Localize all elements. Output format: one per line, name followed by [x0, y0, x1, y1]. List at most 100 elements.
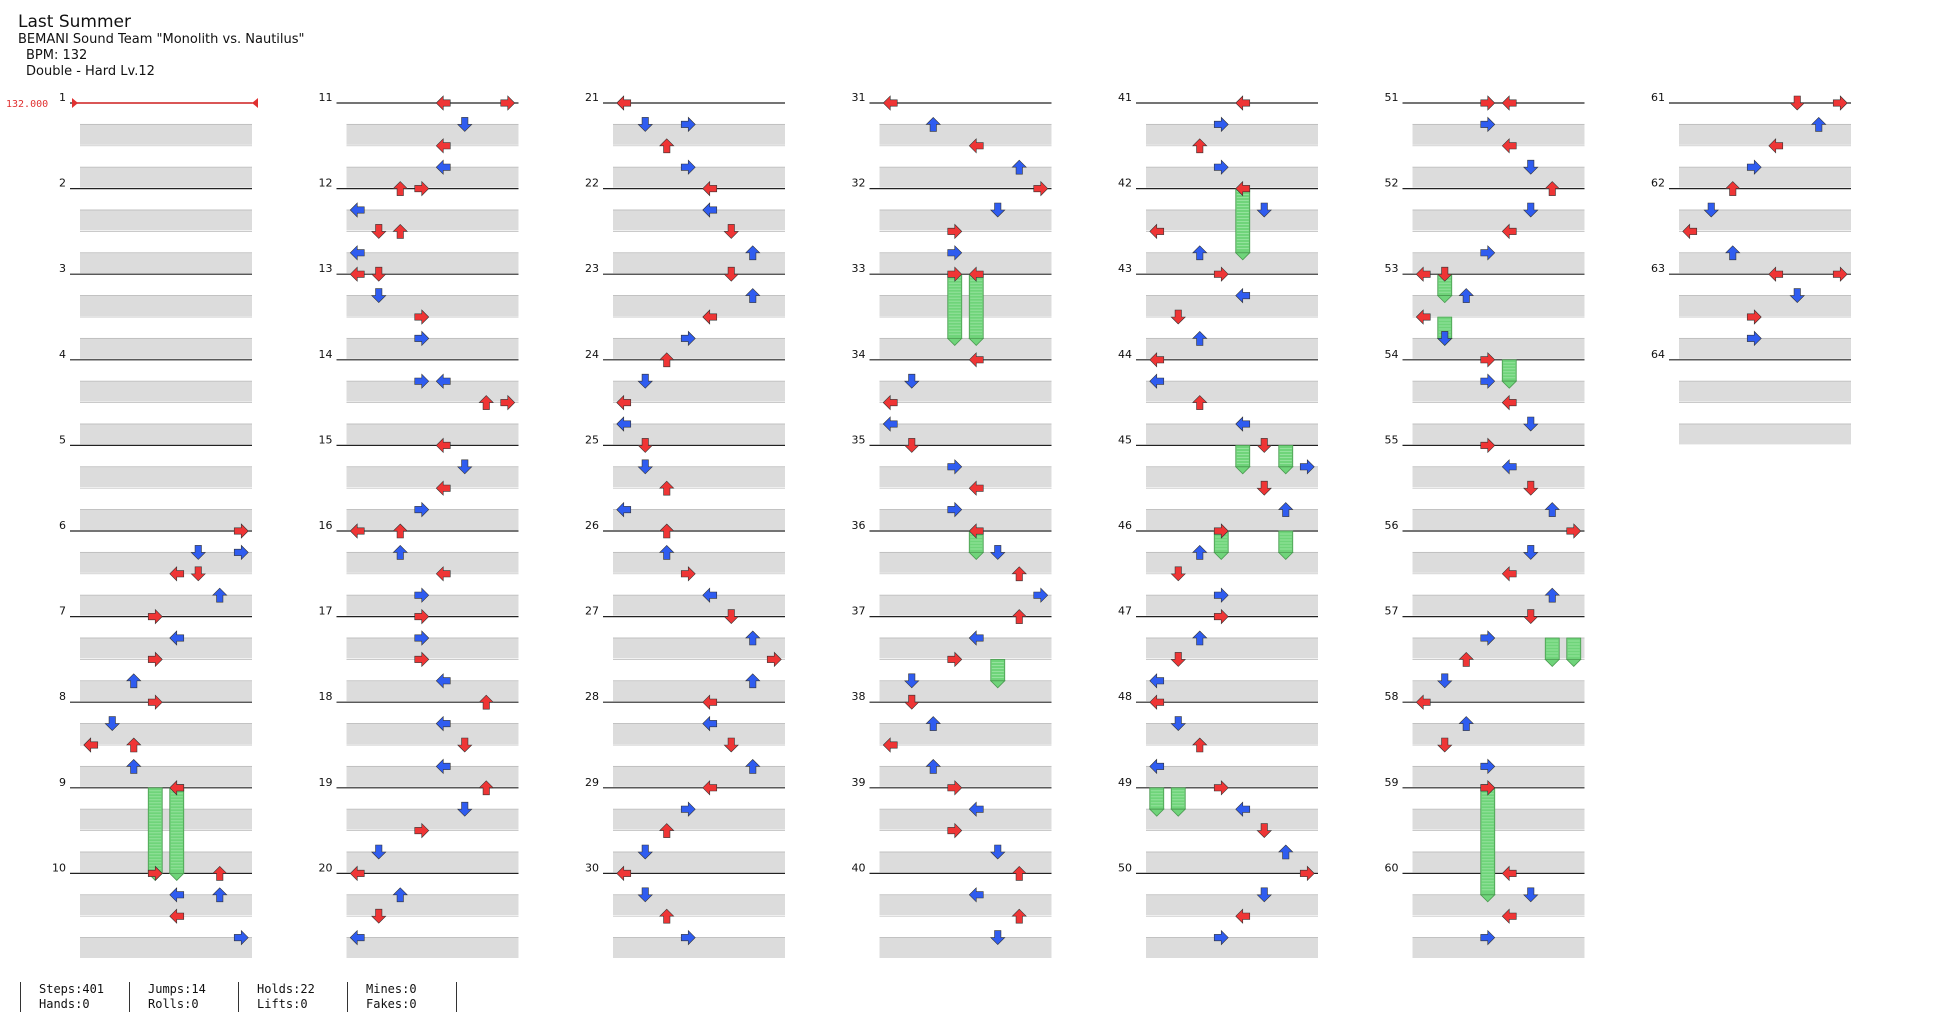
arrow-left-icon	[349, 523, 365, 539]
beat-stripe	[346, 894, 519, 916]
hold-tail	[1565, 659, 1582, 667]
arrow-down-icon	[904, 438, 920, 453]
arrow-left-icon	[169, 630, 185, 646]
arrow-left-icon	[1501, 138, 1517, 154]
beat-stripe	[346, 551, 519, 573]
arrow-up-icon	[1192, 395, 1208, 410]
arrow-up-icon	[1011, 566, 1027, 582]
hold-note	[968, 273, 985, 346]
arrow-left-icon	[169, 780, 185, 796]
beat-stripe	[80, 166, 252, 188]
arrow-down-icon	[637, 887, 653, 903]
beat-stripe	[80, 594, 252, 616]
arrow-left-icon	[349, 202, 365, 218]
arrow-down-icon	[1703, 202, 1719, 218]
arrow-left-icon	[1501, 394, 1517, 411]
beat-stripe	[613, 765, 785, 787]
beat-stripe	[879, 851, 1052, 873]
song-difficulty: Double - Hard Lv.12	[26, 64, 155, 79]
measure-number: 29	[585, 776, 599, 789]
measure-number: 25	[585, 433, 599, 446]
beat-stripe	[1146, 337, 1318, 359]
beat-stripe	[1146, 551, 1318, 573]
measure-number: 39	[852, 776, 866, 789]
arrow-right-icon	[1213, 587, 1229, 603]
beat-stripe	[346, 937, 519, 958]
stat-holds: Holds:22	[257, 982, 315, 996]
beat-stripe	[1412, 937, 1585, 958]
arrow-left-icon	[968, 630, 984, 646]
beat-stripe	[1412, 466, 1585, 488]
measure-number: 6	[59, 519, 66, 532]
hold-tail	[968, 552, 985, 560]
arrow-down-icon	[990, 930, 1006, 946]
arrow-left-icon	[435, 566, 451, 582]
arrow-right-icon	[1213, 523, 1229, 539]
beat-stripe	[80, 295, 252, 316]
beat-stripe	[346, 723, 519, 744]
hold-note	[1148, 787, 1165, 817]
measure-number: 37	[852, 605, 866, 618]
arrow-right-icon	[147, 608, 163, 625]
arrow-right-icon	[1480, 630, 1496, 646]
arrow-right-icon	[680, 330, 696, 347]
arrow-left-icon	[169, 908, 185, 924]
arrow-left-icon	[1415, 266, 1431, 282]
stats-col-steps: Steps:401 Hands:0	[20, 982, 129, 1012]
song-title: Last Summer	[18, 12, 131, 32]
beat-stripe	[879, 337, 1052, 359]
arrow-down-icon	[637, 117, 653, 132]
arrow-down-icon	[990, 844, 1006, 860]
hold-tail	[1170, 808, 1187, 817]
arrow-right-icon	[414, 651, 430, 668]
beat-stripe	[613, 680, 785, 702]
arrow-right-icon	[1480, 116, 1496, 133]
hold-body	[1235, 188, 1251, 254]
measure-number: 58	[1385, 690, 1399, 703]
arrow-right-icon	[414, 373, 430, 389]
beat-stripe	[1146, 851, 1318, 873]
arrow-up-icon	[392, 181, 408, 196]
arrow-left-icon	[616, 416, 632, 432]
arrow-right-icon	[947, 459, 963, 475]
hold-tail	[989, 680, 1006, 689]
chart-column: 41 42 43 44 45 46 47 48 49 50	[1118, 91, 1318, 958]
measure-number: 8	[59, 690, 66, 703]
arrow-left-icon	[1149, 694, 1165, 710]
hold-note	[1479, 787, 1496, 903]
measure-number: 44	[1118, 348, 1132, 361]
beat-stripe	[879, 295, 1052, 316]
measure-number: 64	[1651, 348, 1665, 361]
hold-note	[168, 787, 185, 881]
arrow-right-icon	[1480, 929, 1496, 946]
beat-stripe	[613, 423, 785, 445]
arrow-left-icon	[882, 737, 898, 753]
beat-stripe	[1412, 123, 1585, 145]
beat-stripe	[1146, 295, 1318, 316]
hold-tail	[1148, 808, 1165, 817]
beat-stripe	[1412, 851, 1585, 873]
beat-stripe	[346, 252, 519, 274]
measure-number: 53	[1385, 262, 1399, 275]
beat-stripe	[1412, 337, 1585, 359]
arrow-left-icon	[702, 694, 718, 710]
measure-number: 34	[852, 348, 866, 361]
beat-stripe	[80, 894, 252, 916]
arrow-down-icon	[904, 694, 920, 710]
arrow-right-icon	[1213, 929, 1229, 946]
arrow-down-icon	[723, 737, 739, 753]
arrow-down-icon	[104, 716, 120, 732]
arrow-up-icon	[1725, 245, 1741, 261]
measure-number: 20	[319, 861, 333, 874]
beat-stripe	[879, 551, 1052, 573]
beat-stripe	[1679, 380, 1851, 402]
arrow-up-icon	[212, 587, 228, 603]
beat-stripe	[879, 252, 1052, 274]
arrow-right-icon	[414, 330, 430, 347]
hold-tail	[1277, 552, 1294, 560]
beat-stripe	[346, 765, 519, 787]
beat-stripe	[1412, 252, 1585, 274]
beat-stripe	[613, 637, 785, 659]
arrow-up-icon	[659, 480, 675, 496]
beat-stripe	[346, 637, 519, 659]
